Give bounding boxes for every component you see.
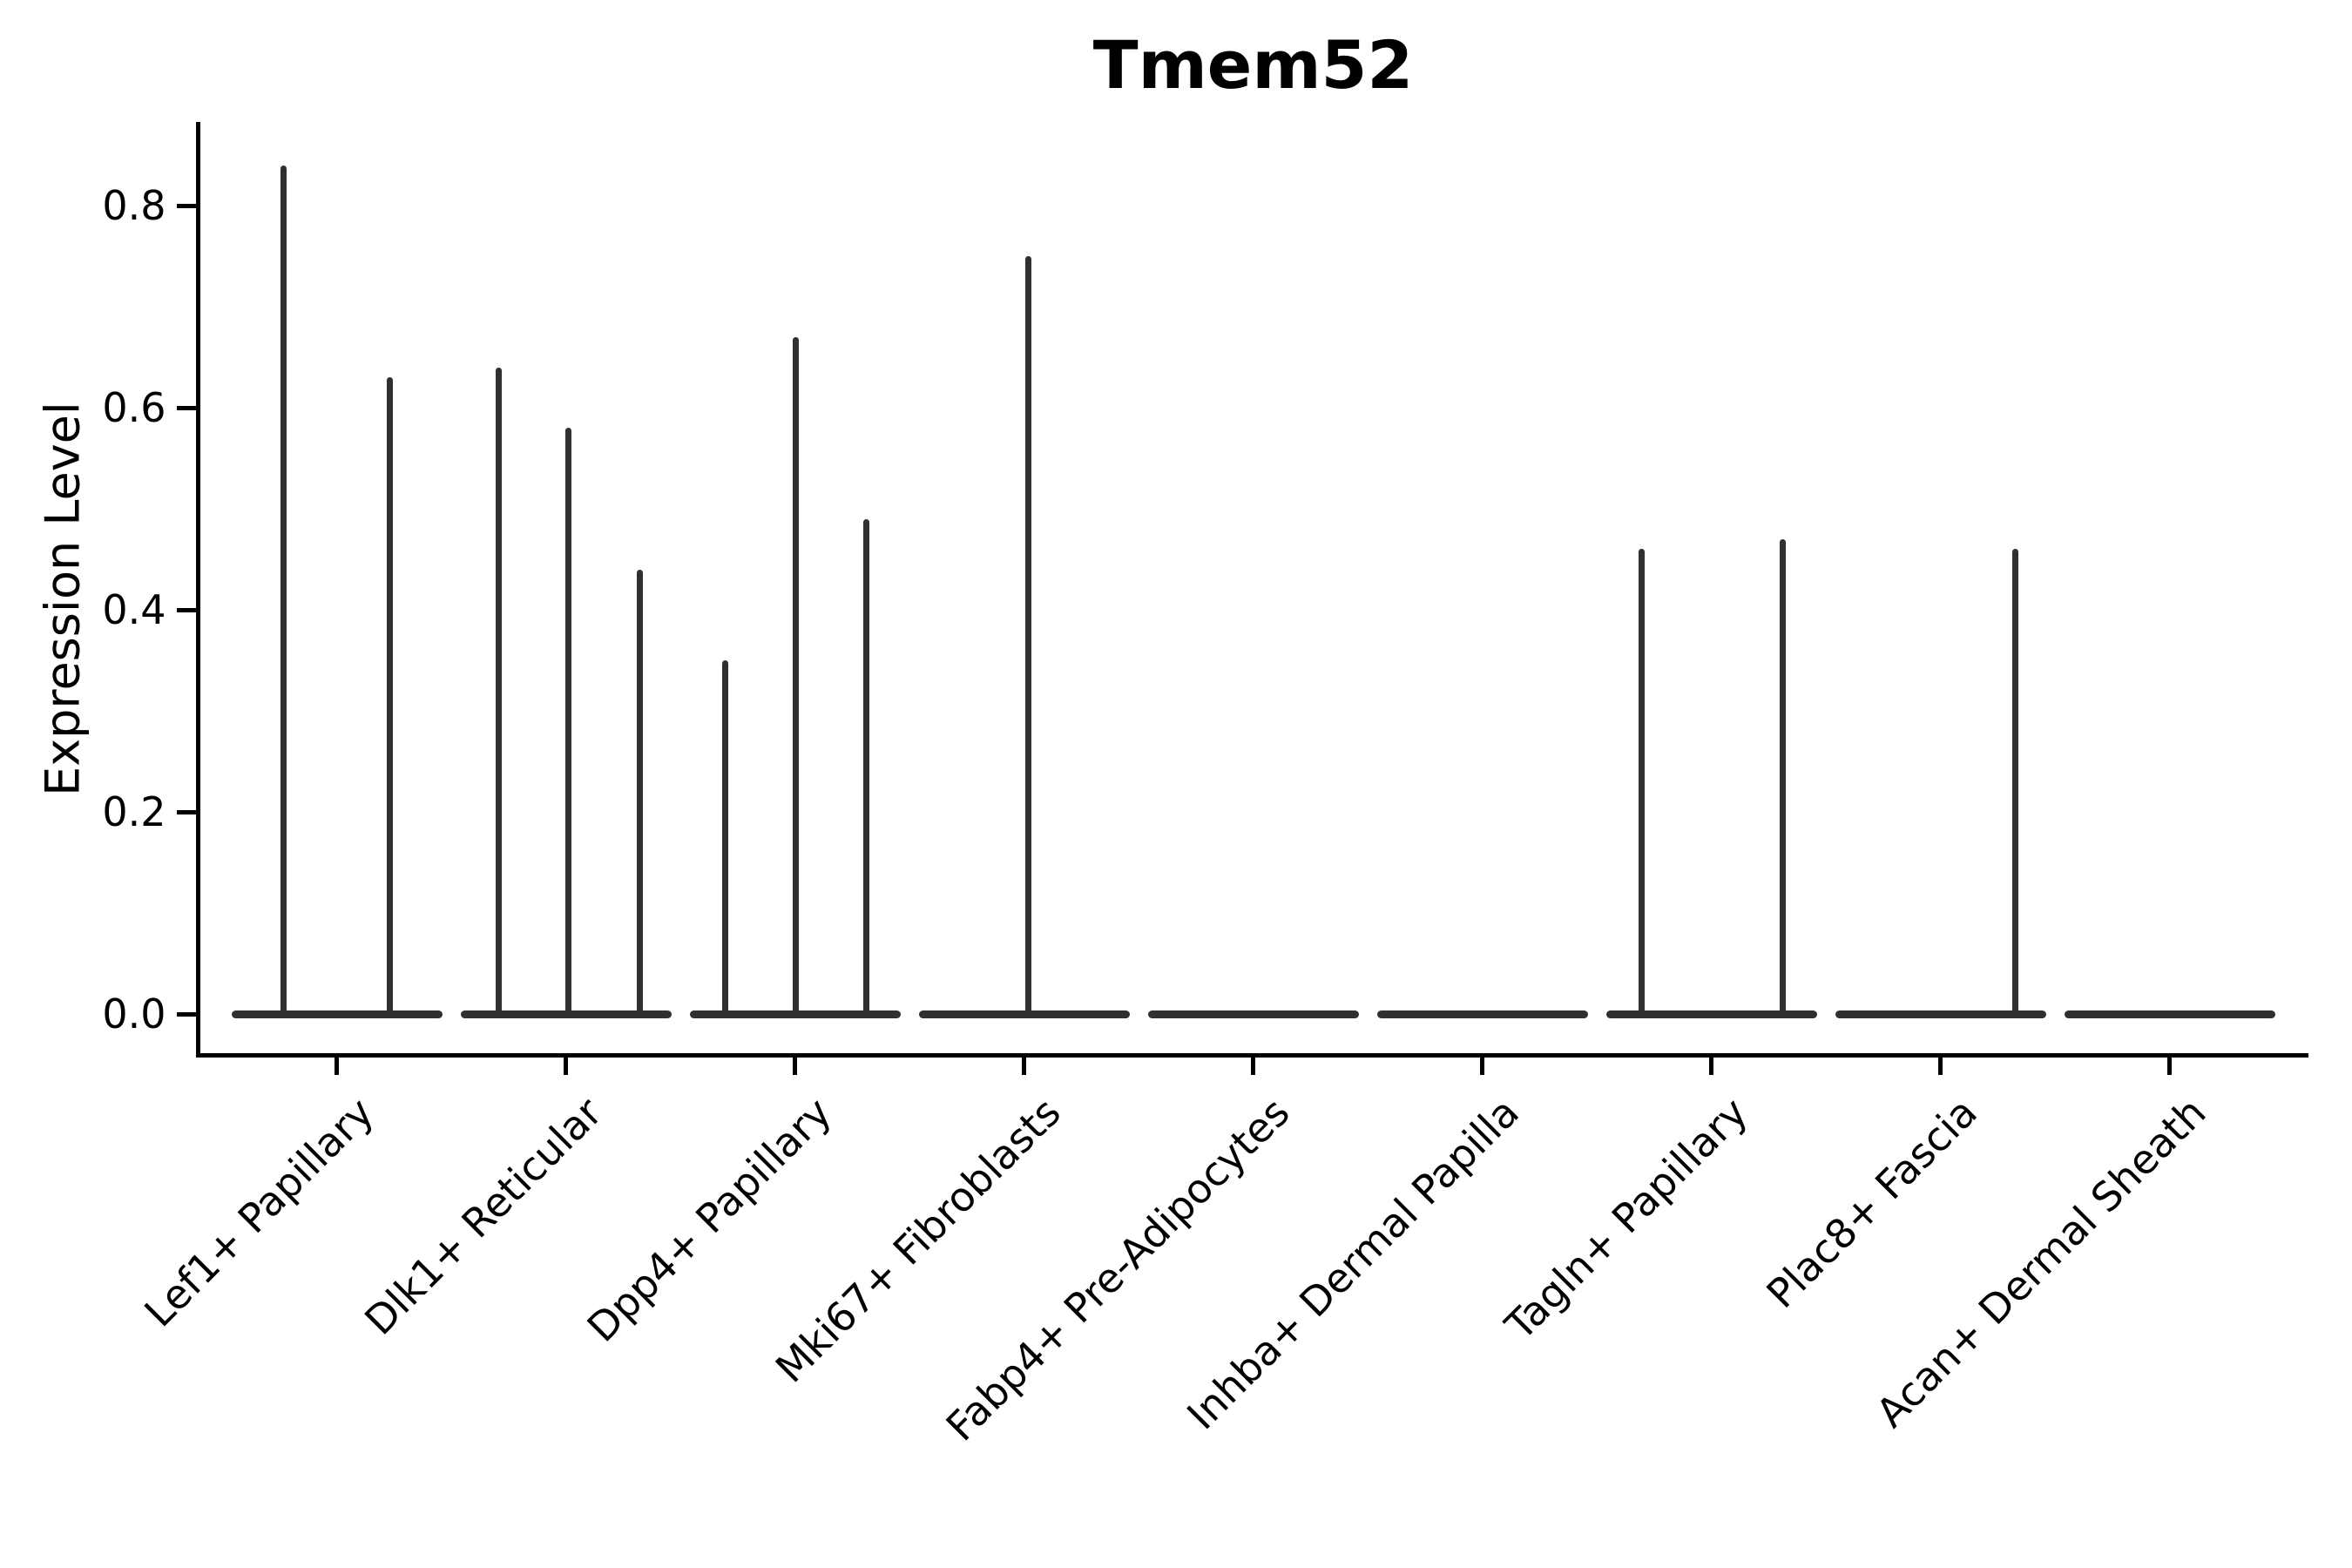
x-tick-label: Tagln+ Papillary <box>1496 1088 1757 1349</box>
violin-base <box>919 1010 1130 1018</box>
x-tick <box>563 1057 568 1075</box>
y-tick-label: 0.6 <box>102 384 166 431</box>
violin-spike <box>280 165 287 1017</box>
y-tick <box>176 203 196 208</box>
violin-base <box>2065 1010 2275 1018</box>
x-axis-spine <box>195 1052 2308 1058</box>
violin-spike <box>792 336 799 1017</box>
violin-spike <box>636 569 643 1017</box>
x-tick-label: Plac8+ Fascia <box>1757 1088 1986 1317</box>
x-tick <box>1479 1057 1484 1075</box>
y-tick-label: 0.8 <box>102 182 166 229</box>
chart-title: Tmem52 <box>1092 26 1414 104</box>
violin-base <box>1148 1010 1359 1018</box>
x-tick <box>1937 1057 1943 1075</box>
y-tick <box>176 607 196 612</box>
violin-spike <box>564 428 571 1017</box>
y-tick <box>176 809 196 814</box>
violin-spike <box>2011 549 2018 1017</box>
violin-base <box>1377 1010 1588 1018</box>
y-tick <box>176 1011 196 1017</box>
violin-spike <box>1638 549 1645 1017</box>
y-tick-label: 0.0 <box>102 990 166 1037</box>
y-tick-label: 0.4 <box>102 586 166 633</box>
violin-spike <box>1024 256 1031 1017</box>
violin-base <box>232 1010 443 1018</box>
y-tick-label: 0.2 <box>102 788 166 835</box>
x-tick-label: Lef1+ Papillary <box>134 1088 382 1336</box>
violin-base <box>1606 1010 1817 1018</box>
x-tick <box>1250 1057 1255 1075</box>
violin-spike <box>495 367 502 1017</box>
y-axis-spine <box>195 122 200 1058</box>
violin-spike <box>862 518 869 1017</box>
violin-spike <box>721 660 728 1017</box>
x-tick <box>1708 1057 1713 1075</box>
violin-spike <box>386 377 393 1017</box>
x-tick <box>334 1057 339 1075</box>
y-tick <box>176 405 196 410</box>
violin-base <box>1835 1010 2046 1018</box>
x-tick <box>1021 1057 1026 1075</box>
violin-spike <box>1779 538 1786 1017</box>
x-tick-label: Dpp4+ Papillary <box>578 1088 841 1351</box>
x-tick <box>2166 1057 2172 1075</box>
x-tick-label: Dlk1+ Reticular <box>355 1088 612 1344</box>
x-tick <box>792 1057 797 1075</box>
